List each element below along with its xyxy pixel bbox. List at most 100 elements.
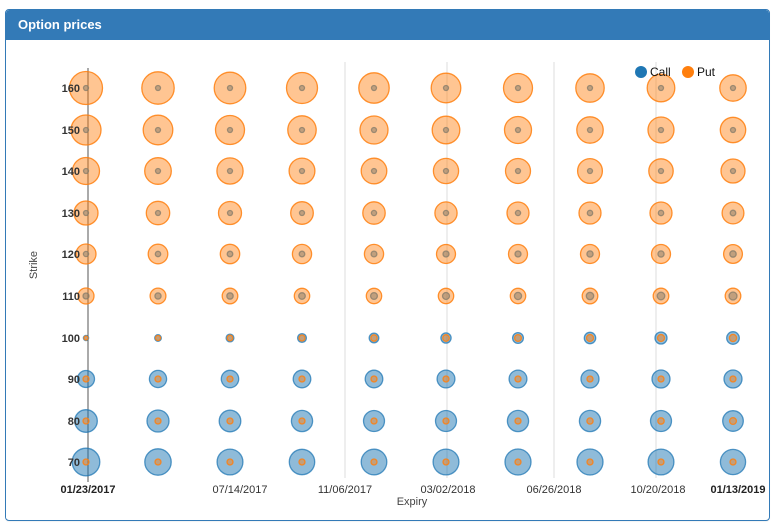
call-bubble[interactable] [364,369,384,389]
put-bubble[interactable] [216,157,244,185]
call-bubble[interactable] [580,369,600,389]
put-bubble[interactable] [576,157,604,185]
put-bubble[interactable] [154,458,162,466]
legend-item-call[interactable]: Call [635,65,671,79]
call-bubble[interactable] [154,167,162,175]
call-bubble[interactable] [649,409,673,433]
put-bubble[interactable] [288,157,316,185]
call-bubble[interactable] [226,292,234,300]
put-bubble[interactable] [77,287,95,305]
call-bubble[interactable] [657,167,665,175]
put-bubble[interactable] [370,334,378,342]
call-bubble[interactable] [216,448,244,476]
put-bubble[interactable] [586,375,594,383]
call-bubble[interactable] [514,209,522,217]
call-bubble[interactable] [442,84,450,92]
put-bubble[interactable] [73,200,99,226]
call-bubble[interactable] [370,209,378,217]
put-bubble[interactable] [576,116,604,144]
call-bubble[interactable] [586,84,594,92]
put-bubble[interactable] [578,201,602,225]
call-bubble[interactable] [722,410,744,432]
put-bubble[interactable] [142,114,174,146]
put-bubble[interactable] [285,71,319,105]
call-bubble[interactable] [82,126,90,134]
put-bubble[interactable] [287,115,317,145]
call-bubble[interactable] [154,292,162,300]
call-bubble[interactable] [726,331,740,345]
put-bubble[interactable] [154,334,162,342]
put-bubble[interactable] [149,287,167,305]
call-bubble[interactable] [148,369,168,389]
call-bubble[interactable] [144,448,172,476]
call-bubble[interactable] [514,167,522,175]
put-bubble[interactable] [298,334,306,342]
put-bubble[interactable] [434,201,458,225]
call-bubble[interactable] [370,84,378,92]
call-bubble[interactable] [504,448,532,476]
put-bubble[interactable] [75,243,97,265]
call-bubble[interactable] [370,250,378,258]
call-bubble[interactable] [360,448,388,476]
call-bubble[interactable] [586,209,594,217]
put-bubble[interactable] [514,458,522,466]
put-bubble[interactable] [298,375,306,383]
call-bubble[interactable] [657,250,665,258]
call-bubble[interactable] [506,409,530,433]
call-bubble[interactable] [298,126,306,134]
put-bubble[interactable] [70,114,102,146]
put-bubble[interactable] [514,417,522,425]
call-bubble[interactable] [657,84,665,92]
put-bubble[interactable] [719,74,747,102]
call-bubble[interactable] [218,409,242,433]
put-bubble[interactable] [657,417,665,425]
put-bubble[interactable] [442,417,450,425]
put-bubble[interactable] [291,243,313,265]
call-bubble[interactable] [154,84,162,92]
call-bubble[interactable] [729,250,737,258]
put-bubble[interactable] [720,158,746,184]
put-bubble[interactable] [362,201,386,225]
call-bubble[interactable] [508,369,528,389]
put-bubble[interactable] [147,243,169,265]
put-bubble[interactable] [581,287,599,305]
put-bubble[interactable] [585,333,595,343]
call-bubble[interactable] [442,250,450,258]
call-bubble[interactable] [369,291,379,301]
put-bubble[interactable] [513,333,523,343]
call-bubble[interactable] [647,448,675,476]
put-bubble[interactable] [437,287,455,305]
put-bubble[interactable] [432,157,460,185]
call-bubble[interactable] [370,126,378,134]
put-bubble[interactable] [370,375,378,383]
call-bubble[interactable] [226,126,234,134]
put-bubble[interactable] [82,417,90,425]
call-bubble[interactable] [651,369,671,389]
put-bubble[interactable] [360,157,388,185]
call-bubble[interactable] [513,291,523,301]
put-bubble[interactable] [214,114,246,146]
put-bubble[interactable] [431,115,461,145]
put-bubble[interactable] [647,116,675,144]
put-bubble[interactable] [365,287,383,305]
put-bubble[interactable] [724,287,742,305]
put-bubble[interactable] [506,201,530,225]
put-bubble[interactable] [213,71,247,105]
call-bubble[interactable] [298,209,306,217]
call-bubble[interactable] [585,291,595,301]
call-bubble[interactable] [298,292,306,300]
call-bubble[interactable] [442,209,450,217]
put-bubble[interactable] [144,157,172,185]
put-bubble[interactable] [648,158,674,184]
put-bubble[interactable] [219,243,241,265]
put-bubble[interactable] [430,72,462,104]
put-bubble[interactable] [290,201,314,225]
call-bubble[interactable] [288,448,316,476]
put-bubble[interactable] [217,200,243,226]
call-bubble[interactable] [82,250,90,258]
put-bubble[interactable] [154,417,162,425]
put-bubble[interactable] [363,243,385,265]
put-bubble[interactable] [504,157,532,185]
put-bubble[interactable] [82,458,90,466]
put-bubble[interactable] [579,243,601,265]
